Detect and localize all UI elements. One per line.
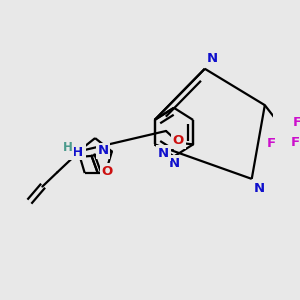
Text: N: N — [254, 182, 265, 195]
Text: N: N — [98, 144, 109, 158]
Text: N: N — [206, 52, 218, 65]
Text: N: N — [158, 147, 169, 160]
Text: N: N — [207, 53, 218, 66]
Text: F: F — [291, 136, 300, 149]
Text: H: H — [63, 141, 73, 154]
Text: F: F — [266, 137, 275, 150]
Text: O: O — [101, 165, 112, 178]
Text: N: N — [168, 157, 179, 169]
Text: F: F — [292, 116, 300, 129]
Text: NH: NH — [62, 146, 84, 159]
Text: O: O — [173, 134, 184, 147]
